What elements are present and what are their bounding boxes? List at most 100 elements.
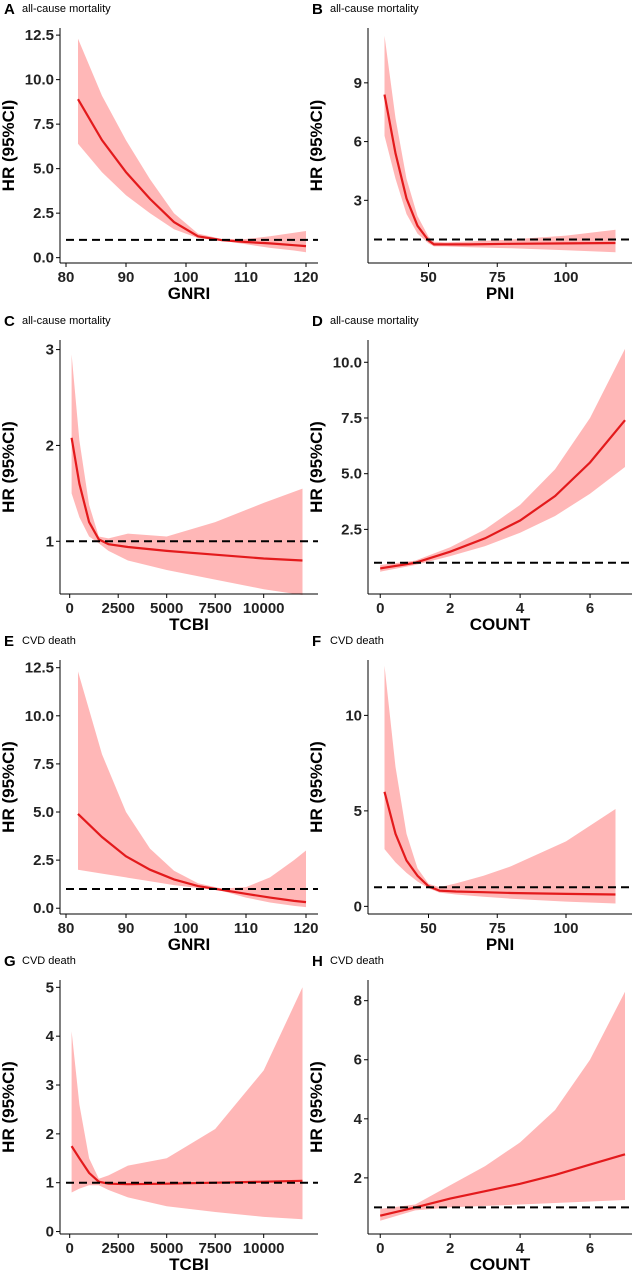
x-axis-title: TCBI — [169, 615, 209, 634]
hr-curve — [77, 813, 307, 904]
panel-f: F CVD death 0 5 10 50 75 100 PNI HR (95%CI) — [307, 633, 632, 954]
x-axis-title: COUNT — [470, 1255, 531, 1272]
panel-letter: H — [312, 953, 323, 970]
panel-title: CVD death — [22, 955, 76, 967]
x-tick-label: 0 — [66, 1240, 74, 1257]
x-tick-label: 6 — [586, 1240, 594, 1257]
y-tick-label: 2 — [354, 1170, 362, 1187]
x-tick-label: 120 — [293, 269, 318, 286]
x-tick-label: 2500 — [102, 1240, 135, 1257]
y-tick-label: 7.5 — [33, 756, 54, 773]
x-tick-label: 6 — [586, 600, 594, 617]
panel-title: CVD death — [22, 635, 76, 647]
x-tick-label: 4 — [516, 600, 525, 617]
x-tick-label: 80 — [58, 920, 75, 937]
hr-curve — [77, 98, 307, 248]
panel-letter: F — [312, 633, 321, 650]
y-axis-title: HR (95%CI) — [0, 741, 18, 833]
x-tick-label: 90 — [118, 269, 135, 286]
x-tick-label: 0 — [66, 600, 74, 617]
y-tick-label: 5.0 — [33, 804, 54, 821]
x-axis-title: PNI — [486, 935, 514, 954]
x-axis-title: GNRI — [168, 284, 211, 303]
ci-band — [78, 671, 306, 908]
ci-band — [384, 35, 616, 253]
x-tick-label: 110 — [234, 920, 258, 937]
y-tick-label: 3 — [354, 192, 362, 209]
x-axis-title: GNRI — [168, 935, 211, 954]
x-tick-label: 10000 — [243, 1240, 285, 1257]
y-tick-label: 10.0 — [333, 354, 362, 371]
y-tick-label: 10.0 — [25, 708, 54, 725]
x-tick-label: 7500 — [199, 600, 232, 617]
y-axis-title: HR (95%CI) — [0, 1061, 18, 1153]
y-tick-label: 4 — [46, 1028, 55, 1045]
x-tick-label: 120 — [293, 920, 318, 937]
y-tick-label: 2.5 — [33, 852, 54, 869]
y-tick-label: 2 — [46, 437, 54, 454]
x-axis-title: PNI — [486, 284, 514, 303]
ci-band — [78, 38, 306, 253]
y-tick-label: 10 — [345, 707, 362, 724]
panel-title: all-cause mortality — [22, 315, 111, 327]
y-tick-label: 2.5 — [341, 521, 362, 538]
x-axis-title: TCBI — [169, 1255, 209, 1272]
x-tick-label: 110 — [234, 269, 258, 286]
y-axis-title: HR (95%CI) — [307, 421, 326, 513]
y-tick-label: 3 — [46, 1077, 54, 1094]
x-tick-label: 4 — [516, 1240, 525, 1257]
panel-letter: G — [4, 953, 16, 970]
x-tick-label: 80 — [58, 269, 75, 286]
y-axis-title: HR (95%CI) — [307, 1061, 326, 1153]
panel-title: all-cause mortality — [22, 3, 111, 15]
x-tick-label: 100 — [553, 269, 578, 286]
y-tick-label: 1 — [46, 1175, 54, 1192]
y-tick-label: 5.0 — [341, 466, 362, 483]
x-tick-label: 75 — [489, 920, 506, 937]
x-tick-label: 2500 — [102, 600, 135, 617]
y-tick-label: 6 — [354, 134, 362, 151]
hr-curve — [70, 437, 303, 562]
x-tick-label: 50 — [420, 920, 437, 937]
x-tick-label: 0 — [376, 600, 384, 617]
x-tick-label: 5000 — [150, 1240, 183, 1257]
panel-letter: B — [312, 1, 323, 18]
y-axis-title: HR (95%CI) — [307, 100, 326, 192]
x-tick-label: 100 — [173, 920, 198, 937]
y-tick-label: 3 — [46, 342, 54, 359]
ci-band — [380, 348, 625, 572]
panel-title: CVD death — [330, 955, 384, 967]
y-tick-label: 0 — [46, 1224, 54, 1241]
y-tick-label: 4 — [354, 1111, 363, 1128]
panel-g: G CVD death 0 1 2 3 4 5 0 2500 5000 7500 10000 TCBI HR… — [0, 953, 318, 1272]
y-tick-label: 0.0 — [33, 900, 54, 917]
y-tick-label: 5.0 — [33, 161, 54, 178]
y-tick-label: 0.0 — [33, 250, 54, 267]
hr-curve — [383, 94, 616, 246]
y-tick-label: 7.5 — [341, 410, 362, 427]
y-tick-label: 1 — [46, 533, 54, 550]
ci-band — [380, 991, 625, 1221]
y-tick-label: 12.5 — [25, 660, 54, 677]
y-tick-label: 5 — [354, 803, 362, 820]
y-tick-label: 5 — [46, 979, 54, 996]
x-tick-label: 100 — [173, 269, 198, 286]
y-tick-label: 8 — [354, 993, 362, 1010]
y-tick-label: 0 — [354, 898, 362, 915]
x-tick-label: 90 — [118, 920, 135, 937]
panel-h: H CVD death 2 4 6 8 0 2 4 6 COUNT HR (95%CI) — [307, 953, 632, 1272]
x-tick-label: 75 — [489, 269, 506, 286]
y-tick-label: 7.5 — [33, 116, 54, 133]
y-axis-title: HR (95%CI) — [0, 421, 18, 513]
panel-title: all-cause mortality — [330, 315, 419, 327]
hr-curve — [379, 1153, 626, 1217]
x-tick-label: 7500 — [199, 1240, 232, 1257]
y-tick-label: 2 — [46, 1126, 54, 1143]
panel-letter: C — [4, 313, 15, 330]
x-tick-label: 10000 — [243, 600, 285, 617]
y-tick-label: 2.5 — [33, 205, 54, 222]
